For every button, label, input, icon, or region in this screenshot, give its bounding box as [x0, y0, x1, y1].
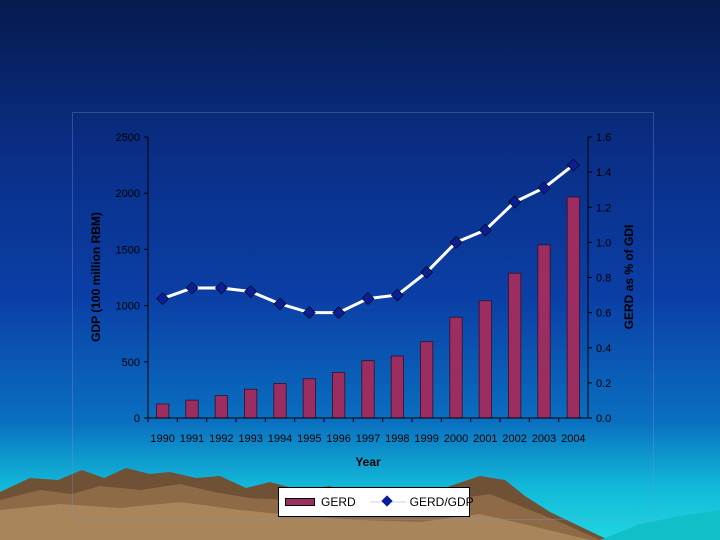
left-axis: 0 500 1000 1500 2000 2500 — [116, 132, 149, 425]
bar-1990 — [156, 403, 170, 419]
chart-frame — [72, 112, 654, 520]
marker-1994 — [273, 297, 287, 311]
marker-2001 — [478, 223, 492, 237]
x-tick-label-1998: 1998 — [385, 433, 409, 445]
x-tick-label-1996: 1996 — [326, 433, 350, 445]
right-tick-label: 0.4 — [596, 343, 611, 355]
right-tick-label: 1.0 — [596, 237, 611, 249]
bar-2003 — [537, 244, 551, 419]
legend-line-swatch — [369, 495, 406, 507]
x-tick-label-1999: 1999 — [414, 433, 438, 445]
legend-diamond-marker — [381, 495, 393, 507]
y-axis-title-right: GERD as % of GDI — [622, 225, 636, 330]
bar-1999 — [420, 341, 434, 419]
right-tick-label: 0.0 — [596, 413, 611, 425]
legend: GERD GERD/GDP — [278, 487, 474, 517]
marker-1992 — [214, 281, 228, 295]
bar-2002 — [508, 272, 522, 419]
marker-1998 — [390, 288, 404, 302]
x-tick-label-1992: 1992 — [209, 433, 233, 445]
x-tick-label-1997: 1997 — [356, 433, 380, 445]
marker-1995 — [302, 306, 316, 320]
legend-item-gerd-gdp: GERD/GDP — [356, 495, 474, 509]
marker-1990 — [156, 292, 170, 305]
bar-2000 — [449, 316, 463, 419]
left-tick-label: 500 — [122, 357, 140, 369]
marker-1993 — [244, 285, 258, 298]
x-tick-label-2002: 2002 — [502, 433, 526, 445]
bar-2001 — [478, 300, 492, 419]
x-tick-label-1991: 1991 — [180, 433, 204, 445]
x-tick-label-2004: 2004 — [561, 433, 585, 445]
marker-2004 — [566, 158, 580, 172]
line-series — [156, 158, 580, 320]
legend-bar-swatch — [285, 498, 315, 506]
x-tick-label-1995: 1995 — [297, 433, 321, 445]
legend-item-gerd: GERD — [279, 495, 356, 509]
left-tick-label: 2000 — [116, 188, 140, 200]
bar-1996 — [332, 372, 346, 419]
marker-1999 — [420, 265, 434, 279]
left-tick-label: 1000 — [116, 301, 140, 313]
right-tick-label: 0.6 — [596, 308, 611, 320]
bar-1997 — [361, 360, 375, 419]
marker-2000 — [449, 235, 463, 249]
x-tick-label-2001: 2001 — [473, 433, 497, 445]
left-tick-label: 1500 — [116, 244, 140, 256]
bar-1994 — [273, 383, 287, 419]
bar-1993 — [244, 388, 258, 419]
right-tick-label: 0.2 — [596, 378, 611, 390]
bar-1995 — [302, 378, 316, 419]
left-tick-label: 2500 — [116, 132, 140, 144]
x-tick-label-1990: 1990 — [150, 433, 174, 445]
right-tick-label: 1.4 — [596, 167, 611, 179]
x-tick-label-2000: 2000 — [444, 433, 468, 445]
bar-2004 — [566, 196, 580, 419]
bar-1992 — [214, 395, 228, 419]
bar-1998 — [390, 355, 404, 419]
marker-1996 — [332, 306, 346, 320]
x-axis: 1990 1991 1992 1993 1994 1995 1996 1997 1998 1999… — [147, 418, 586, 445]
marker-1997 — [361, 292, 375, 305]
x-tick-label-1994: 1994 — [268, 433, 292, 445]
bar-1991 — [185, 399, 199, 419]
bar-series — [156, 196, 580, 419]
x-axis-title: Year — [355, 455, 381, 469]
right-tick-label: 1.6 — [596, 132, 611, 144]
right-axis: 0.0 0.2 0.4 0.6 0.8 1.0 1.2 1.4 1.6 — [587, 132, 611, 425]
x-tick-label-2003: 2003 — [532, 433, 556, 445]
marker-2002 — [508, 195, 522, 209]
legend-label-gerd-gdp: GERD/GDP — [409, 495, 474, 509]
left-tick-label: 0 — [134, 413, 140, 425]
right-tick-label: 1.2 — [596, 202, 611, 214]
marker-1991 — [185, 281, 199, 295]
marker-2003 — [537, 181, 551, 195]
right-tick-label: 0.8 — [596, 273, 611, 285]
legend-label-gerd: GERD — [321, 495, 356, 509]
y-axis-title-left: GDP (100 million RBM) — [89, 212, 103, 342]
x-tick-label-1993: 1993 — [238, 433, 262, 445]
